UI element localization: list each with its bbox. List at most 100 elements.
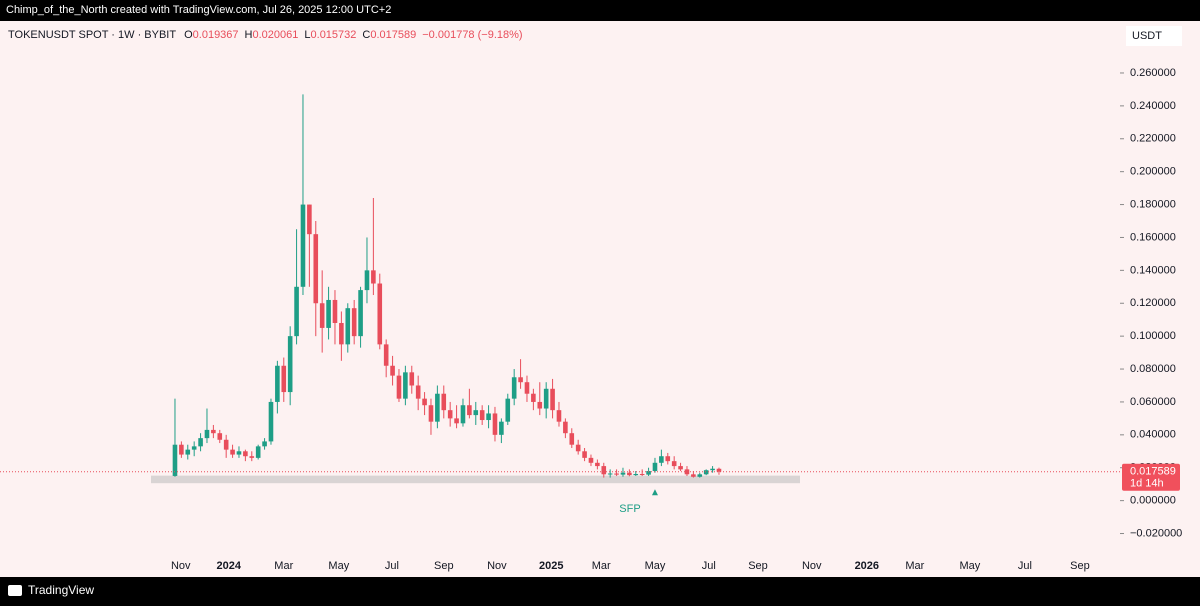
candle-body — [281, 365, 287, 393]
candle-body — [185, 449, 191, 455]
y-tick-label: 0.200000 — [1130, 166, 1176, 178]
candle-body — [511, 377, 517, 399]
candle-body — [223, 439, 229, 450]
y-tick-label: 0.160000 — [1130, 231, 1176, 243]
candle-body — [473, 410, 479, 416]
y-tick-label: 0.140000 — [1130, 264, 1176, 276]
candle-body — [390, 365, 395, 376]
x-tick-label: Nov — [802, 560, 822, 572]
candle-body — [179, 444, 184, 455]
candle-body — [313, 234, 319, 304]
candle-body — [377, 283, 383, 345]
x-tick-label: Jul — [385, 560, 399, 572]
candle-body — [268, 401, 274, 442]
x-tick-label: Jul — [1018, 560, 1032, 572]
candle-body — [230, 449, 235, 455]
x-tick-label: Jul — [702, 560, 716, 572]
credit: Chimp_of_the_North created with TradingV… — [6, 4, 391, 16]
candle-body — [351, 308, 357, 337]
candle-body — [371, 270, 376, 284]
x-tick-label: 2024 — [216, 560, 241, 572]
y-tick-label: −0.020000 — [1130, 527, 1182, 539]
candle-body — [236, 451, 242, 455]
candle-body — [671, 461, 677, 467]
candle-body — [595, 462, 600, 467]
candle-body — [556, 410, 562, 422]
candle-body — [620, 472, 626, 475]
candle-body — [639, 473, 645, 475]
candle-body — [479, 410, 485, 421]
candle-body — [454, 418, 459, 424]
x-tick-label: Mar — [592, 560, 611, 572]
legend-value: 0.019367 — [193, 29, 239, 41]
candle-body — [249, 456, 255, 458]
candle-body — [217, 433, 223, 440]
candle-body — [460, 405, 466, 424]
candle-body — [307, 204, 312, 235]
candle-body — [422, 398, 427, 406]
legend-key: L — [304, 29, 310, 41]
candle-body — [198, 438, 203, 447]
x-tick-label: May — [328, 560, 349, 572]
candle-body — [518, 377, 523, 383]
candle-body — [447, 410, 453, 419]
x-tick-label: Sep — [434, 560, 454, 572]
x-tick-label: May — [959, 560, 980, 572]
candle-body — [172, 444, 178, 476]
support-zone — [151, 475, 800, 484]
candle-body — [659, 456, 664, 463]
x-tick-label: May — [645, 560, 666, 572]
candle-body — [415, 385, 421, 399]
candle-body — [710, 468, 715, 471]
annotation-label: SFP — [619, 503, 640, 515]
candle-body — [243, 451, 248, 457]
plot-background — [0, 21, 1200, 577]
candle-body — [607, 473, 613, 475]
candle-body — [492, 413, 498, 435]
candle-body — [614, 473, 619, 475]
candle-body — [691, 474, 696, 477]
brand-logo — [8, 585, 22, 596]
candle-body — [646, 471, 651, 475]
candle-body — [275, 365, 280, 402]
candle-body — [262, 441, 267, 447]
candle-body — [588, 457, 594, 463]
candle-body — [569, 433, 575, 445]
countdown: 1d 14h — [1130, 478, 1164, 490]
candle-body — [703, 470, 709, 475]
candle-body — [537, 401, 543, 409]
candle-body — [383, 344, 389, 366]
candle-body — [633, 473, 639, 476]
candle-body — [319, 303, 325, 328]
candle-body — [684, 469, 690, 475]
legend-value: 0.020061 — [253, 29, 299, 41]
y-tick-label: 0.000000 — [1130, 495, 1176, 507]
y-tick-label: 0.040000 — [1130, 429, 1176, 441]
candle-body — [678, 466, 683, 470]
legend-change: −0.001778 (−9.18%) — [422, 29, 522, 41]
candle-body — [364, 270, 370, 291]
candle-body — [601, 466, 607, 475]
candle-body — [191, 446, 197, 450]
candle-body — [575, 444, 581, 452]
candle-body — [550, 388, 555, 411]
legend-key: C — [362, 29, 370, 41]
candle-body — [486, 413, 491, 421]
candle-body — [332, 299, 338, 323]
candle-body — [396, 375, 402, 399]
candle-body — [652, 462, 658, 472]
candle-body — [204, 429, 210, 439]
candle-body — [358, 290, 363, 337]
candle-body — [326, 299, 331, 328]
legend-value: 0.015732 — [311, 29, 357, 41]
legend-value: 0.017589 — [370, 29, 416, 41]
candle-body — [339, 322, 344, 345]
x-tick-label: Nov — [487, 560, 507, 572]
candle-body — [287, 336, 293, 393]
candle-body — [435, 393, 440, 422]
candle-body — [467, 405, 472, 416]
y-tick-label: 0.240000 — [1130, 100, 1176, 112]
candle-body — [403, 372, 408, 399]
